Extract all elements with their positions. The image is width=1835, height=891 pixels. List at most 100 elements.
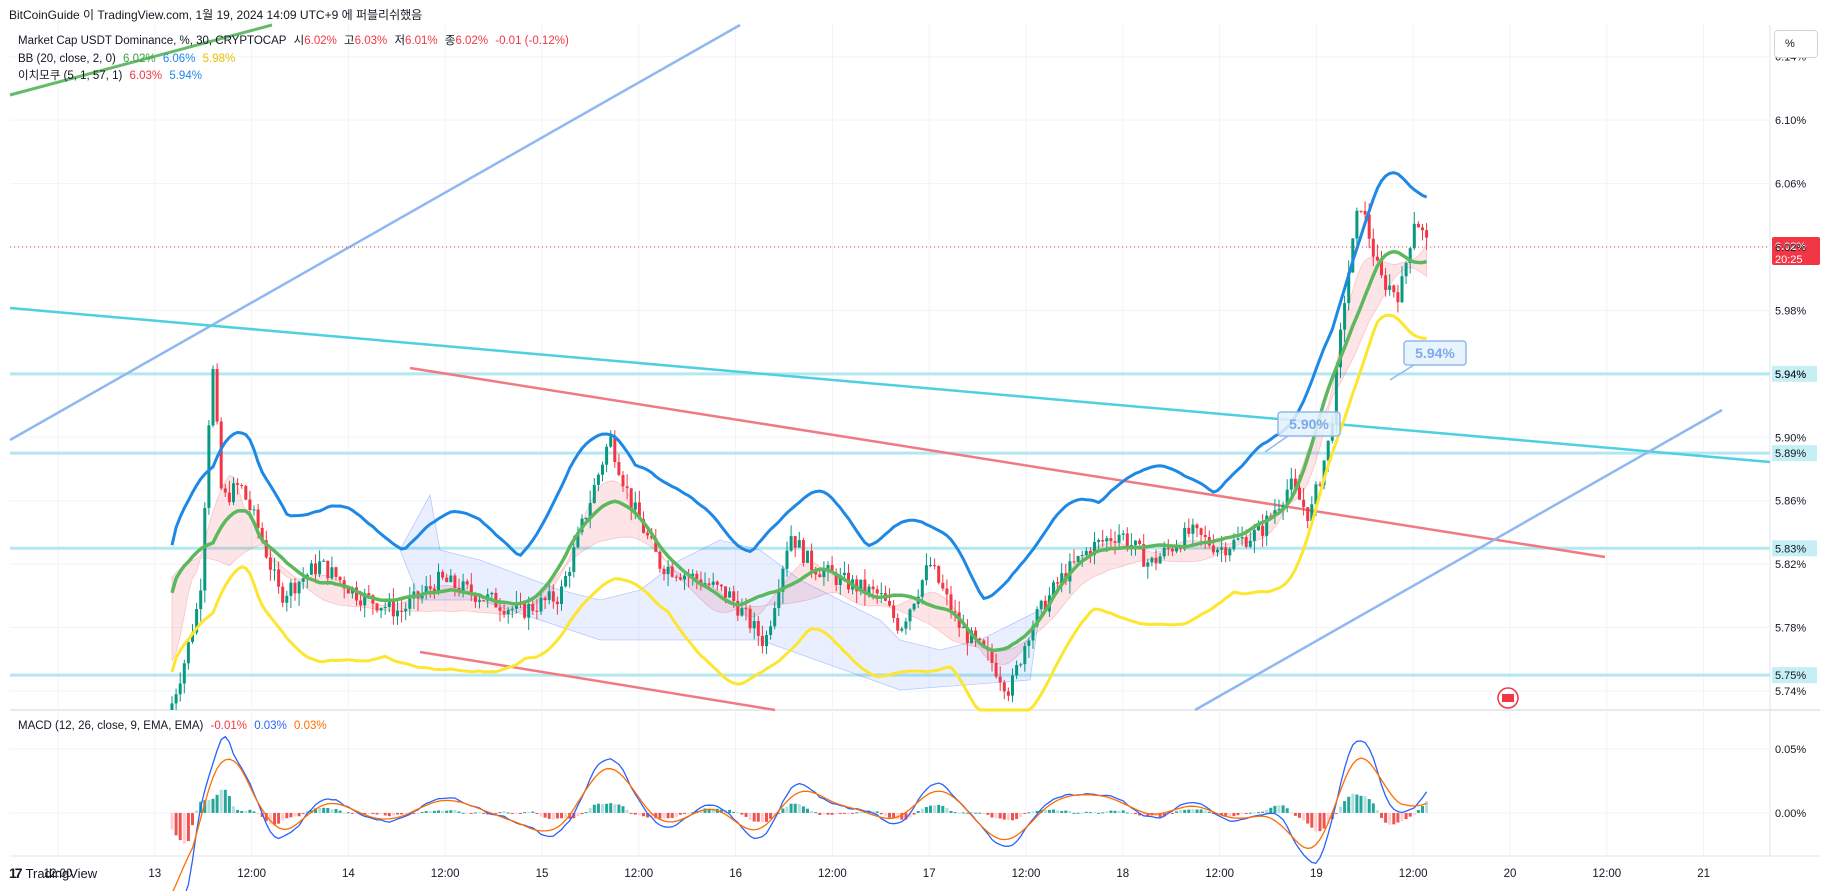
candle-body — [1224, 547, 1228, 556]
macd-histogram-bar — [613, 804, 617, 813]
macd-histogram-bar — [838, 812, 842, 814]
macd-histogram-bar — [555, 812, 559, 819]
macd-histogram-bar — [879, 812, 883, 815]
candle-body — [383, 606, 387, 608]
candle-body — [1035, 609, 1039, 626]
macd-histogram-bar — [957, 812, 961, 814]
candle-body — [1158, 556, 1162, 564]
callout-box — [1277, 411, 1341, 437]
macd-histogram-bar — [174, 812, 178, 836]
macd-histogram-bar — [1052, 809, 1055, 813]
candle-body — [326, 560, 330, 579]
macd-histogram-bar — [605, 803, 609, 813]
candle-body — [937, 566, 941, 583]
macd-histogram-bar — [592, 804, 596, 813]
candle-body — [482, 600, 486, 602]
macd-histogram-bar — [379, 812, 383, 814]
candle-body — [990, 650, 994, 663]
low-value: 6.01% — [405, 35, 438, 47]
candle-body — [953, 611, 957, 613]
macd-histogram-bar — [498, 812, 502, 814]
candle-body — [1244, 537, 1248, 547]
horizontal-levels: 5.94% 5.89% 5.83% 5.75% — [10, 365, 1817, 684]
candle-body — [1203, 534, 1207, 538]
macd-histogram-bar — [970, 812, 973, 814]
candle-body — [1322, 460, 1326, 486]
candle-body — [740, 608, 744, 616]
macd-histogram-bar — [982, 812, 986, 814]
candle-body — [806, 550, 809, 563]
x-tick-label: 12:00 — [818, 868, 847, 880]
macd-histogram-bar — [965, 812, 969, 814]
candle-body — [1289, 478, 1293, 490]
macd-histogram-bar — [822, 812, 826, 815]
candle-body — [760, 635, 764, 647]
macd-histogram-bar — [195, 810, 199, 813]
macd-histogram-bar — [432, 810, 436, 813]
macd-histogram-bar — [974, 812, 978, 814]
candle-body — [178, 683, 182, 695]
high-label: 고 — [344, 35, 355, 47]
candle-body — [920, 580, 924, 597]
macd-histogram-bar — [888, 812, 891, 818]
macd-histogram-bar — [519, 812, 522, 814]
bb-lower-value: 5.98% — [202, 53, 236, 65]
macd-histogram-bar — [424, 811, 428, 813]
macd-histogram-bar — [773, 812, 777, 817]
macd-histogram-bar — [338, 810, 342, 813]
ichimoku-lead-line — [170, 313, 1427, 712]
macd-histogram-bar — [1392, 812, 1396, 825]
macd-histogram-bar — [502, 811, 506, 813]
macd-histogram-bar — [367, 812, 371, 815]
candle-body — [683, 575, 686, 580]
candle-body — [1273, 510, 1277, 517]
macd-histogram-bar — [1125, 812, 1129, 814]
macd-histogram-bar — [268, 812, 272, 825]
macd-histogram-bar — [531, 811, 535, 813]
x-tick-label: 12:00 — [1012, 868, 1041, 880]
candle-body — [1375, 256, 1379, 261]
candle-body — [191, 632, 194, 642]
macd-histogram-bar — [1310, 812, 1314, 828]
macd-histogram-bar — [707, 808, 711, 813]
candle-body — [1277, 509, 1281, 511]
macd-histogram-bar — [908, 812, 912, 818]
macd-histogram-bar — [621, 806, 625, 813]
candle-body — [219, 421, 223, 489]
macd-histogram-bar — [1240, 812, 1244, 814]
bb-basis-value: 6.02% — [123, 53, 156, 65]
macd-histogram-bar — [904, 812, 908, 820]
candle-body — [248, 499, 252, 511]
macd-histogram-bar — [646, 812, 650, 818]
candle-body — [592, 484, 596, 503]
macd-histogram-bar — [387, 812, 391, 817]
candle-body — [244, 485, 248, 500]
macd-histogram-bar — [703, 808, 707, 813]
macd-histogram-bar — [1220, 812, 1224, 816]
trendline-red-lower — [419, 650, 776, 712]
macd-hist-value: -0.01% — [210, 720, 247, 732]
candle-body — [453, 575, 457, 588]
candle-body — [1109, 538, 1113, 542]
macd-histogram-bar — [1261, 811, 1265, 813]
candle-body — [830, 565, 834, 573]
y-tick-label: 5.86% — [1775, 496, 1806, 508]
candle-body — [1125, 533, 1129, 547]
macd-histogram-bar — [633, 812, 637, 815]
candle-body — [826, 565, 830, 571]
macd-histogram-bar — [1314, 812, 1318, 832]
macd-histogram-bar — [1380, 812, 1383, 818]
candle-body — [523, 603, 527, 618]
candle-body — [252, 509, 256, 511]
x-tick-label: 13 — [148, 868, 161, 880]
percent-scale-button[interactable]: % — [1774, 30, 1818, 58]
macd-histogram-bar — [941, 805, 945, 813]
macd-histogram-bar — [182, 812, 186, 844]
candle-body — [1220, 547, 1224, 550]
macd-histogram-bar — [1302, 812, 1306, 821]
candle-body — [1162, 547, 1166, 557]
y-tick-label: 5.78% — [1775, 623, 1806, 635]
y-tick-label: 6.02% — [1775, 242, 1806, 254]
macd-histogram-bar — [1252, 812, 1256, 814]
